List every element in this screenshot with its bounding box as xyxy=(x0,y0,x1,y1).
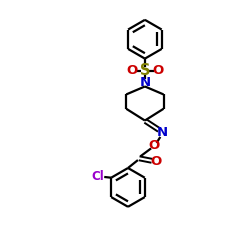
Text: N: N xyxy=(157,126,168,140)
Text: O: O xyxy=(126,64,138,77)
Text: N: N xyxy=(139,76,150,89)
Text: O: O xyxy=(148,140,160,152)
Text: O: O xyxy=(152,64,164,77)
Text: S: S xyxy=(140,63,150,78)
Text: Cl: Cl xyxy=(91,170,104,183)
Text: O: O xyxy=(150,155,162,168)
